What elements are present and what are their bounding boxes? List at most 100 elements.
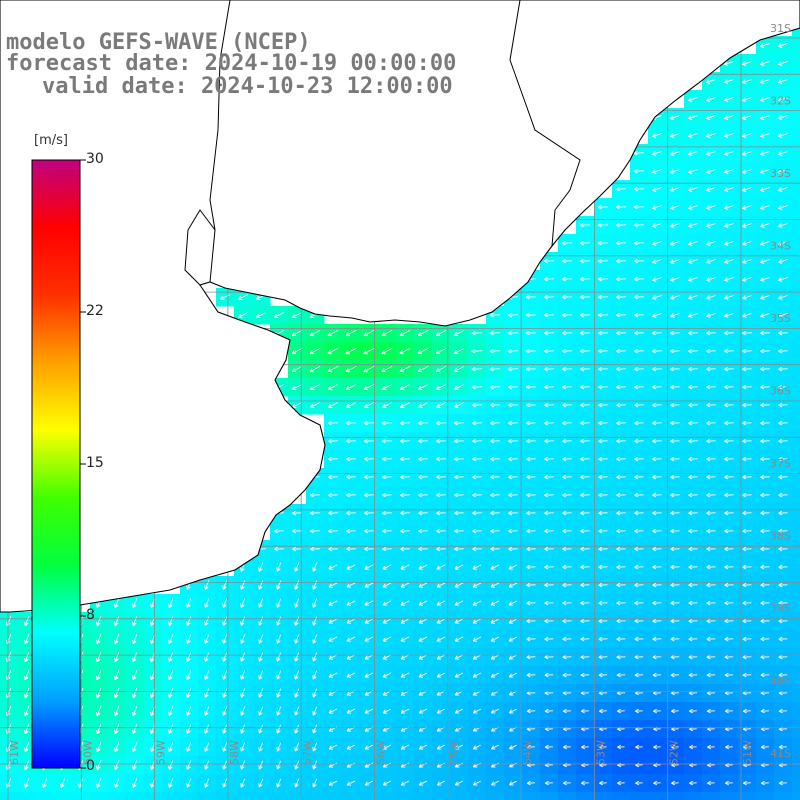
wind-arrow [670, 474, 680, 480]
wind-arrow [777, 42, 788, 48]
speed-cell [90, 792, 109, 800]
speed-cell [792, 198, 800, 217]
speed-cell [774, 792, 793, 800]
wind-arrow [294, 706, 300, 716]
wind-arrow [417, 347, 429, 355]
wind-arrow [258, 670, 264, 680]
wind-arrow [240, 706, 246, 716]
wind-arrow [490, 708, 500, 714]
speed-cell [792, 558, 800, 577]
wind-arrow [273, 546, 284, 552]
wind-arrow [346, 708, 356, 714]
wind-arrow [580, 474, 590, 480]
wind-arrow [723, 330, 734, 336]
wind-arrow [579, 330, 590, 336]
wind-arrow [382, 672, 392, 678]
wind-arrow [669, 366, 680, 372]
wind-arrow [436, 672, 446, 678]
wind-arrow [705, 187, 716, 192]
wind-arrow [294, 598, 300, 608]
wind-arrow [724, 564, 734, 570]
wind-arrow [597, 240, 609, 246]
wind-arrow [544, 438, 554, 444]
wind-arrow [615, 312, 626, 318]
wind-arrow [706, 708, 715, 714]
wind-arrow [346, 564, 356, 570]
wind-arrow [399, 492, 410, 498]
wind-arrow [132, 742, 138, 753]
wind-arrow [652, 564, 662, 570]
speed-cell [792, 702, 800, 721]
wind-arrow [436, 546, 446, 552]
wind-arrow [580, 546, 590, 552]
wind-arrow [742, 636, 752, 642]
speed-cell [792, 756, 800, 775]
colorbar-unit: [m/s] [34, 133, 68, 148]
wind-arrow [580, 438, 590, 444]
wind-arrow [706, 456, 716, 462]
wind-arrow [294, 562, 300, 572]
wind-arrow [616, 564, 626, 570]
wind-arrow [777, 205, 788, 210]
wind-arrow [741, 78, 752, 84]
wind-arrow [671, 780, 679, 786]
wind-arrow [778, 223, 788, 228]
speed-cell [198, 792, 217, 800]
wind-arrow [509, 780, 517, 786]
wind-arrow [724, 528, 734, 534]
wind-arrow [346, 636, 356, 642]
speed-cell [792, 162, 800, 181]
wind-arrow [742, 546, 752, 552]
wind-arrow [689, 780, 697, 786]
wind-arrow [742, 528, 752, 534]
wind-arrow [490, 510, 500, 516]
wind-arrow [186, 742, 192, 752]
wind-arrow [724, 618, 734, 624]
latitude-label: 41S [770, 747, 791, 760]
wind-arrow [96, 723, 102, 735]
latitude-label: 31S [770, 22, 791, 35]
wind-arrow [778, 420, 788, 426]
wind-arrow [760, 582, 770, 588]
wind-arrow [364, 708, 374, 714]
wind-arrow [687, 223, 698, 228]
wind-arrow [599, 744, 607, 750]
wind-arrow [24, 705, 30, 717]
wind-arrow [653, 780, 661, 786]
wind-arrow [327, 347, 339, 355]
wind-arrow [707, 744, 715, 750]
wind-arrow [742, 402, 752, 408]
wind-arrow [471, 402, 482, 408]
wind-arrow [706, 366, 716, 372]
wind-arrow [381, 492, 392, 498]
wind-arrow [114, 687, 120, 699]
wind-arrow [707, 780, 715, 786]
wind-arrow [472, 780, 481, 786]
wind-arrow [724, 672, 734, 678]
wind-arrow [204, 742, 210, 752]
wind-arrow [615, 294, 626, 300]
wind-arrow [561, 366, 572, 372]
wind-arrow [327, 384, 339, 391]
wind-arrow [670, 295, 680, 300]
wind-arrow [651, 187, 662, 192]
wind-arrow [760, 528, 770, 534]
wind-arrow [454, 654, 464, 660]
wind-arrow [562, 672, 572, 678]
wind-arrow [471, 438, 482, 444]
wind-arrow [616, 618, 626, 624]
wind-arrow [525, 330, 537, 336]
wind-arrow [669, 259, 680, 264]
wind-arrow [670, 438, 680, 444]
wind-arrow [580, 618, 590, 624]
latitude-label: 39S [770, 602, 791, 615]
longitude-label: 61W [8, 740, 21, 765]
wind-arrow [634, 636, 644, 642]
wind-arrow [291, 348, 303, 355]
wind-arrow [417, 438, 428, 444]
wind-arrow [778, 295, 788, 300]
wind-arrow [345, 384, 357, 391]
wind-arrow [742, 420, 752, 426]
speed-cell [792, 54, 800, 73]
wind-arrow [312, 706, 318, 716]
